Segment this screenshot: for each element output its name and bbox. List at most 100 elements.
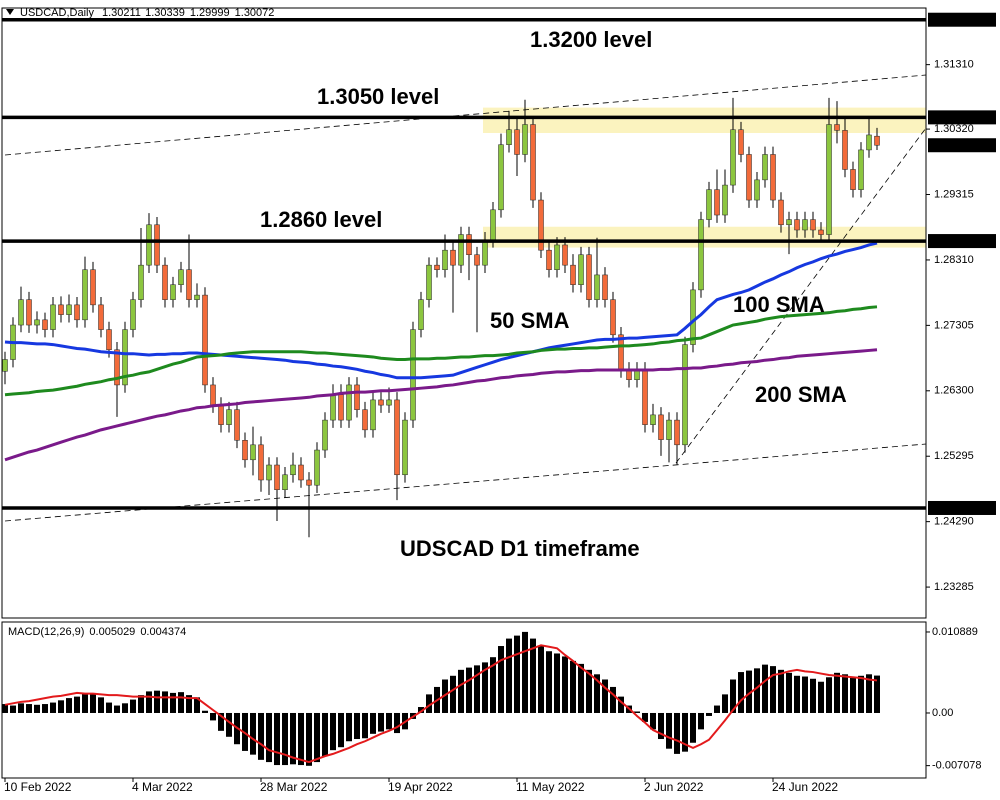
macd-bar [10, 705, 16, 713]
macd-bar [66, 698, 72, 713]
macd-bar [130, 699, 136, 713]
macd-bar [186, 695, 192, 713]
level-label: 1.32000 [934, 14, 974, 26]
macd-bar [570, 660, 576, 713]
candle-body [738, 129, 744, 155]
macd-bar [634, 711, 640, 713]
macd-bar [154, 690, 160, 713]
macd-bar [322, 712, 328, 757]
candle-body [690, 289, 696, 345]
candle-body [714, 189, 720, 216]
macd-bar [778, 669, 784, 713]
macd-bar [338, 712, 344, 748]
x-tick-label: 28 Mar 2022 [260, 780, 328, 794]
macd-bar [122, 703, 128, 713]
candle-body [154, 224, 160, 266]
level-label-box [928, 110, 996, 125]
macd-bar [834, 672, 840, 713]
candle-body [26, 299, 32, 326]
candle-body [458, 234, 464, 266]
y-tick-label: 1.25295 [934, 450, 974, 462]
candle-body [266, 464, 272, 481]
candle-body [866, 134, 872, 151]
macd-bar [562, 656, 568, 713]
candle-body [322, 419, 328, 451]
level-label: 1.30500 [934, 111, 974, 123]
price-label-box [928, 138, 996, 153]
candle-body [218, 404, 224, 425]
candle-body [298, 464, 304, 481]
candle-body [146, 224, 152, 266]
candle-body [426, 264, 432, 300]
macd-bar [362, 712, 368, 739]
candle-body [90, 269, 96, 306]
macd-bar [226, 712, 232, 737]
x-tick-label: 4 Mar 2022 [132, 780, 193, 794]
macd-bar [578, 663, 584, 713]
candle-body [642, 369, 648, 425]
macd-bar [746, 670, 752, 713]
macd-bar [490, 657, 496, 713]
macd-bar [858, 675, 864, 713]
candle-body [698, 219, 704, 291]
macd-bar [74, 696, 80, 713]
y-tick-label: 1.27305 [934, 319, 974, 331]
candle-body [250, 444, 256, 461]
x-tick-label: 10 Feb 2022 [4, 780, 72, 794]
candle-body [346, 384, 352, 421]
candle-body [586, 254, 592, 300]
macd-bar [610, 686, 616, 713]
macd-bar [538, 646, 544, 713]
candle-body [850, 169, 856, 190]
candle-body [330, 394, 336, 421]
macd-value: 0.005029 [89, 626, 135, 638]
macd-bar [482, 662, 488, 713]
macd-bar [874, 675, 880, 713]
macd-bar [826, 677, 832, 713]
macd-bar [146, 691, 152, 713]
macd-bar [50, 702, 56, 713]
candle-body [842, 130, 848, 170]
macd-bar [250, 712, 256, 755]
y-tick-label: 1.24290 [934, 516, 974, 528]
candle-body [522, 124, 528, 155]
macd-bar [474, 665, 480, 713]
macd-bar [594, 674, 600, 713]
signal-line [4, 644, 878, 764]
candle-body [290, 464, 296, 476]
price-frame [1, 7, 927, 619]
candle-body [490, 209, 496, 241]
candle-body [34, 319, 40, 326]
candle-body [2, 359, 8, 372]
macd-bar [754, 668, 760, 713]
candle-body [562, 244, 568, 266]
macd-bar [698, 712, 704, 730]
macd-title: MACD(12,26,9) 0.005029 0.004374 [8, 626, 186, 638]
macd-bar [202, 710, 208, 713]
sma-line [4, 241, 878, 380]
candle-body [394, 399, 400, 476]
sma-line [4, 348, 878, 462]
candle-body [818, 229, 824, 235]
macd-bar [498, 646, 504, 713]
trend-line [4, 74, 927, 156]
macd-bar [706, 712, 712, 716]
macd-bar [602, 679, 608, 713]
candle-body [434, 264, 440, 270]
y-tick-label: 0.00 [932, 707, 953, 719]
candle-body [538, 199, 544, 251]
candle-body [754, 179, 760, 201]
candle-body [210, 384, 216, 406]
candle-body [770, 154, 776, 201]
candle-body [674, 419, 680, 446]
macd-bar [114, 705, 120, 713]
candle-body [442, 249, 448, 270]
candle-body [834, 124, 840, 131]
macd-bar [850, 676, 856, 713]
x-tick-label: 19 Apr 2022 [388, 780, 453, 794]
close-value: 1.30072 [235, 7, 275, 19]
macd-bar [314, 712, 320, 763]
candle-body [858, 149, 864, 190]
candle-body [370, 399, 376, 431]
macd-bar [106, 702, 112, 713]
